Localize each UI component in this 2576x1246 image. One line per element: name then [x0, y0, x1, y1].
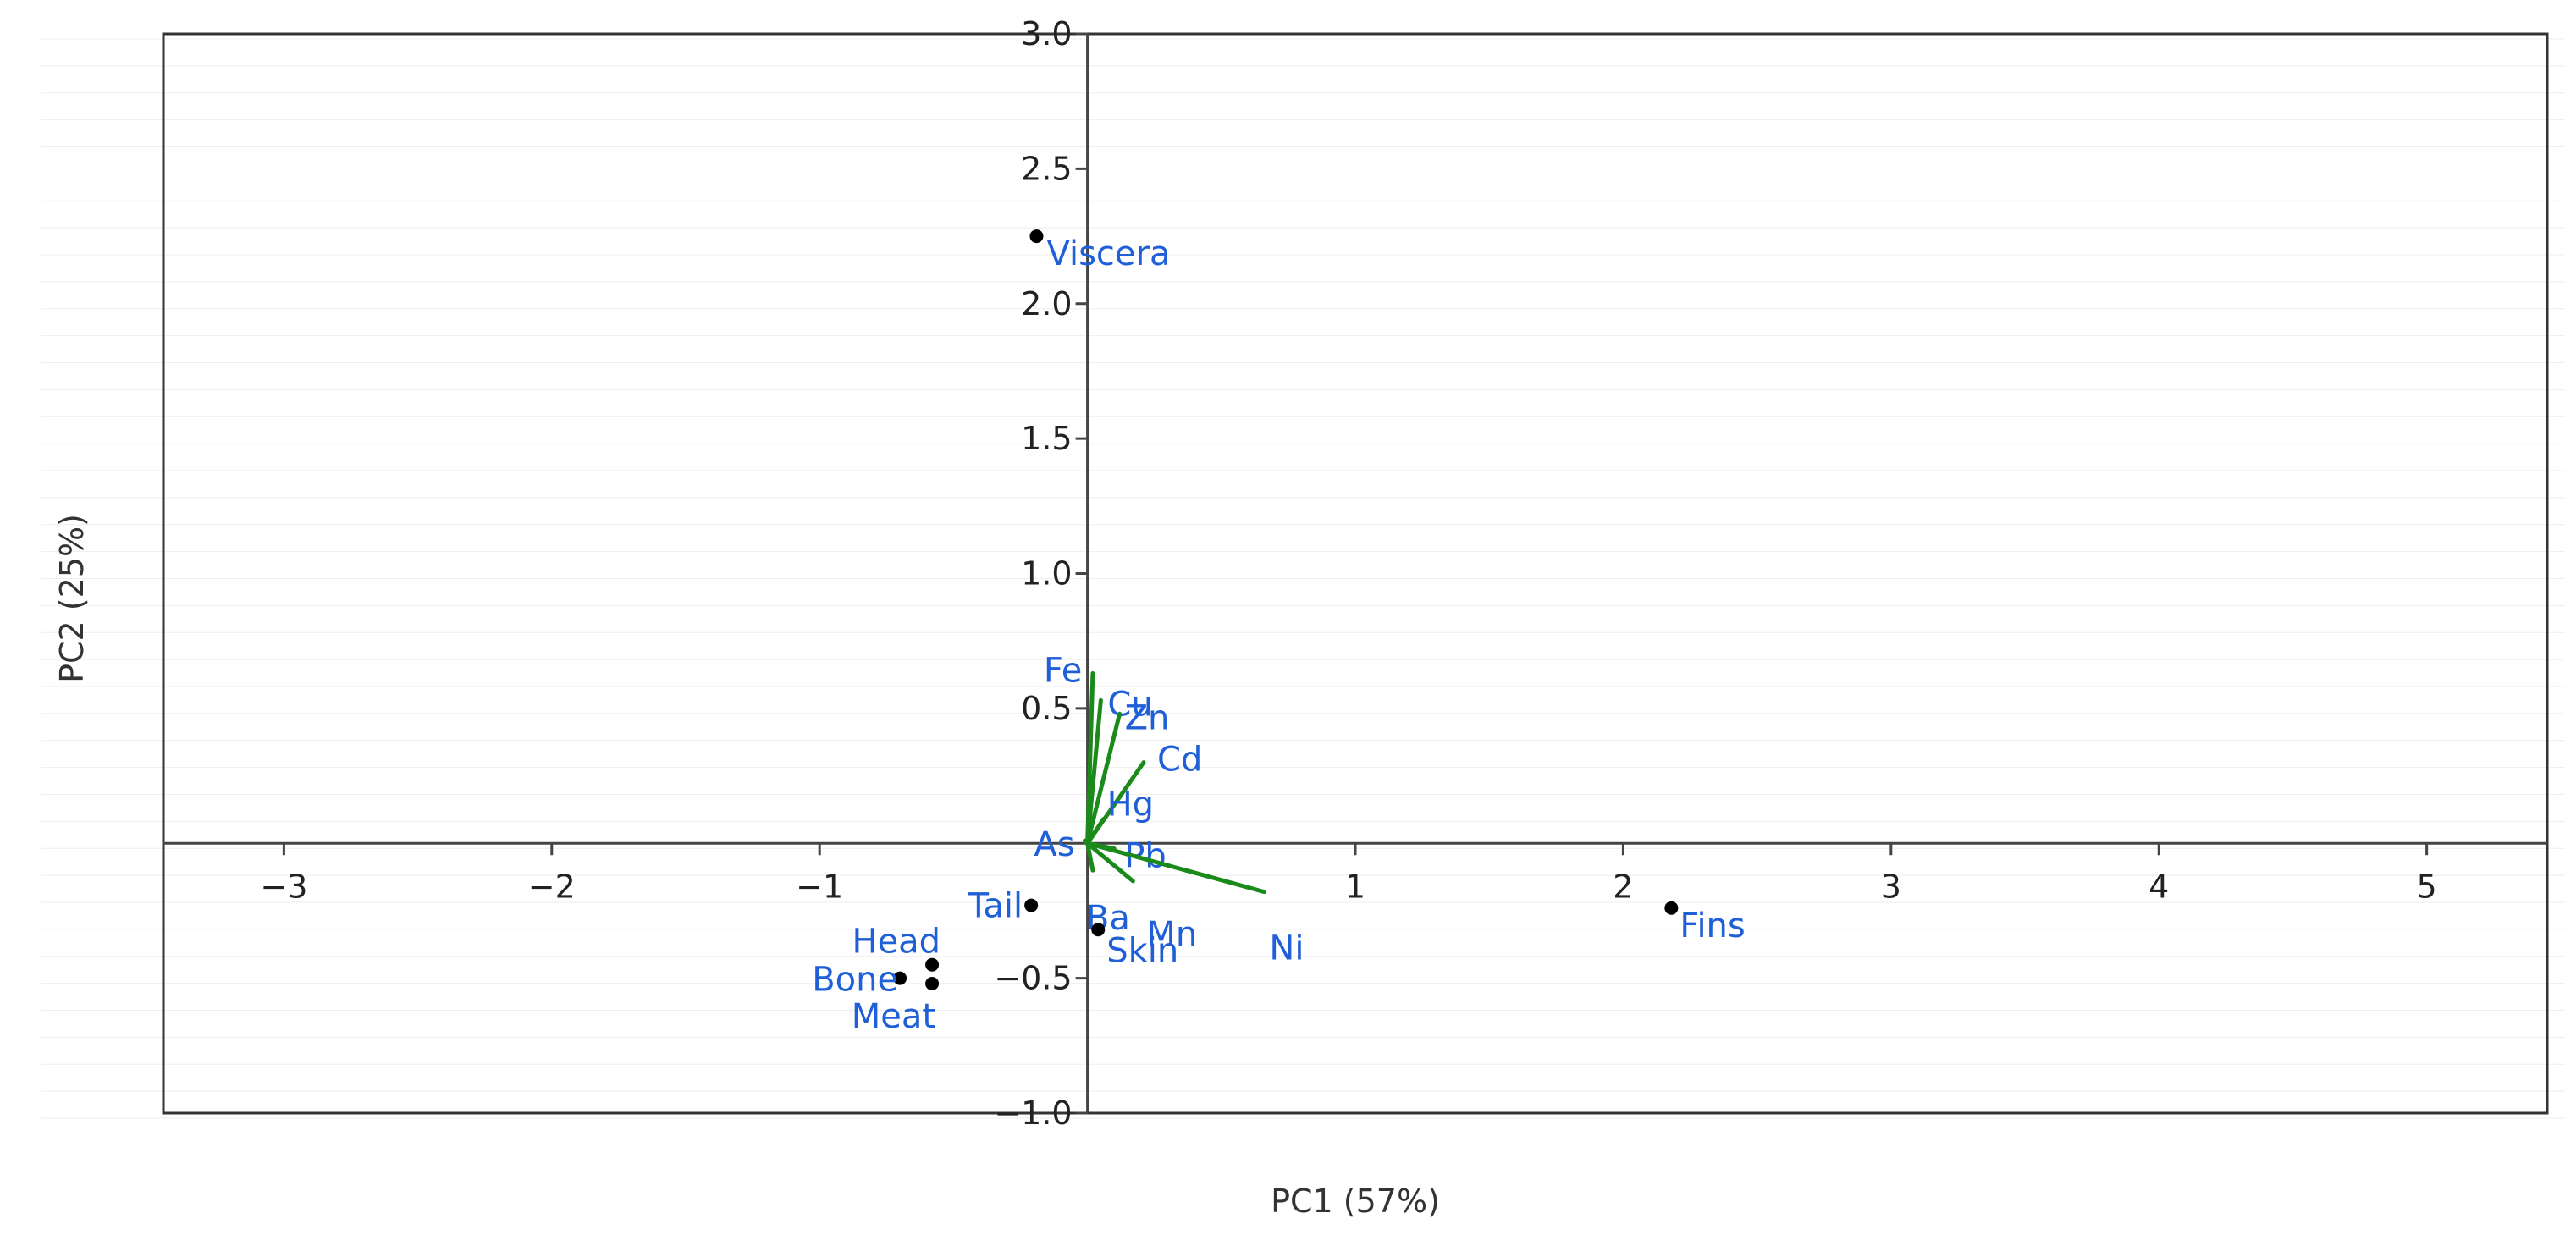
- loading-label-fe: Fe: [1044, 651, 1082, 690]
- x-axis-ticks: −3 −2 −1 1 2 3 4 5: [260, 843, 2437, 905]
- score-label-meat: Meat: [852, 997, 935, 1036]
- score-point-head: [925, 957, 940, 972]
- x-tick-label: −2: [528, 868, 576, 905]
- x-axis-title: PC1 (57%): [1271, 1183, 1440, 1220]
- loading-arrow-zn: [1085, 711, 1123, 846]
- score-label-bone: Bone: [812, 961, 898, 1000]
- x-tick-label: 3: [1881, 868, 1901, 905]
- y-tick-label: 3.0: [1021, 15, 1072, 52]
- x-tick-label: −3: [260, 868, 307, 905]
- y-tick-label: 2.0: [1021, 285, 1072, 323]
- loading-arrow-hg: [1085, 817, 1106, 846]
- loading-label-cd: Cd: [1157, 741, 1202, 780]
- x-tick-label: 2: [1613, 868, 1633, 905]
- y-axis-title: PC2 (25%): [53, 514, 91, 683]
- y-tick-label: 1.5: [1021, 420, 1072, 457]
- score-point-viscera: [1029, 229, 1044, 244]
- x-tick-label: 1: [1345, 868, 1365, 905]
- y-axis-ticks: −1.0 −0.5 0.5 1.0 1.5 2.0 2.5 3.0: [994, 15, 1088, 1132]
- y-tick-label: 1.0: [1021, 555, 1072, 593]
- loading-label-hg: Hg: [1107, 786, 1154, 824]
- loading-label-zn: Zn: [1125, 698, 1170, 737]
- score-point-fins: [1664, 901, 1679, 915]
- score-label-head: Head: [852, 923, 940, 962]
- loading-arrow-ba: [1085, 841, 1095, 873]
- y-tick-label: 0.5: [1021, 690, 1072, 727]
- x-tick-label: 4: [2149, 868, 2169, 905]
- score-label-fins: Fins: [1680, 907, 1745, 946]
- score-point-tail: [1024, 898, 1039, 912]
- loading-label-as: As: [1034, 825, 1074, 864]
- loading-label-ni: Ni: [1269, 929, 1304, 968]
- score-point-bone: [893, 971, 907, 985]
- loading-label-mn: Mn: [1146, 915, 1197, 954]
- score-point-skin: [1091, 923, 1106, 937]
- y-tick-label: −0.5: [994, 960, 1072, 997]
- y-tick-label: −1.0: [994, 1094, 1072, 1132]
- x-tick-label: −1: [796, 868, 843, 905]
- loading-arrow-mn: [1085, 841, 1135, 884]
- score-label-viscera: Viscera: [1046, 234, 1170, 273]
- score-label-tail: Tail: [968, 887, 1023, 926]
- loading-arrow-cu: [1085, 697, 1103, 846]
- loading-arrow-ni: [1085, 841, 1266, 895]
- background-guide-lines: [41, 38, 2565, 1119]
- loading-label-cu: Cu: [1107, 685, 1152, 724]
- score-label-skin: Skin: [1106, 931, 1178, 970]
- y-tick-label: 2.5: [1021, 150, 1072, 187]
- x-tick-label: 5: [2417, 868, 2437, 905]
- score-point-meat: [925, 977, 940, 990]
- plot-frame: [162, 32, 2549, 1115]
